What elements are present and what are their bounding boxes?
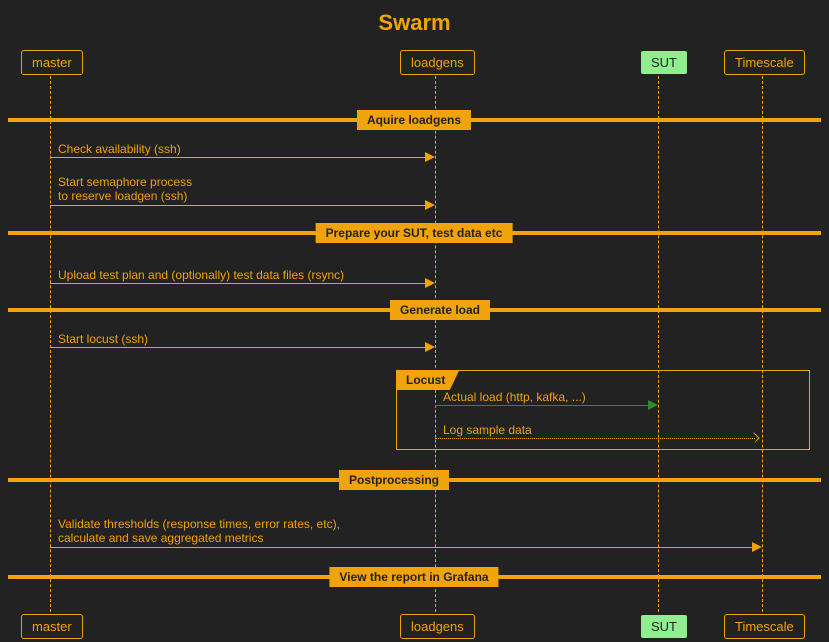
divider-text: Postprocessing: [349, 473, 439, 487]
divider-text: Generate load: [400, 303, 480, 317]
lifeline-sut: [658, 76, 659, 612]
msg-upload-test-plan-label: Upload test plan and (optionally) test d…: [58, 268, 344, 282]
participant-label: SUT: [651, 619, 677, 634]
divider-postprocessing: Postprocessing: [339, 470, 449, 490]
msg-text: Start semaphore process to reserve loadg…: [58, 175, 192, 203]
divider-text: View the report in Grafana: [339, 570, 488, 584]
lifeline-timescale: [762, 76, 763, 612]
msg-log-sample-line: [435, 438, 755, 439]
arrowhead-icon: [425, 342, 435, 352]
msg-log-sample-label: Log sample data: [443, 423, 532, 437]
divider-prepare-sut: Prepare your SUT, test data etc: [316, 223, 513, 243]
arrowhead-icon: [648, 400, 658, 410]
participant-loadgens-bottom: loadgens: [400, 614, 475, 639]
participant-loadgens-top: loadgens: [400, 50, 475, 75]
arrowhead-icon: [425, 200, 435, 210]
lifeline-loadgens: [435, 76, 436, 612]
participant-sut-bottom: SUT: [640, 614, 688, 639]
participant-timescale-bottom: Timescale: [724, 614, 805, 639]
msg-check-availability-line: [50, 157, 427, 158]
msg-start-locust-line: [50, 347, 427, 348]
group-locust-tab: Locust: [396, 370, 459, 390]
participant-label: Timescale: [735, 619, 794, 634]
divider-text: Aquire loadgens: [367, 113, 461, 127]
msg-text: Check availability (ssh): [58, 142, 181, 156]
msg-text: Upload test plan and (optionally) test d…: [58, 268, 344, 282]
msg-check-availability-label: Check availability (ssh): [58, 142, 181, 156]
divider-text: Prepare your SUT, test data etc: [326, 226, 503, 240]
msg-validate-thresholds-label: Validate thresholds (response times, err…: [58, 517, 340, 545]
msg-upload-test-plan-line: [50, 283, 427, 284]
msg-text: Actual load (http, kafka, ...): [443, 390, 586, 404]
arrowhead-icon: [425, 278, 435, 288]
participant-sut-top: SUT: [640, 50, 688, 75]
arrowhead-icon: [752, 542, 762, 552]
diagram-title: Swarm: [0, 10, 829, 36]
group-label: Locust: [406, 373, 445, 387]
participant-label: Timescale: [735, 55, 794, 70]
participant-master-top: master: [21, 50, 83, 75]
msg-text: Validate thresholds (response times, err…: [58, 517, 340, 545]
participant-label: loadgens: [411, 619, 464, 634]
participant-label: loadgens: [411, 55, 464, 70]
msg-validate-thresholds-line: [50, 547, 754, 548]
divider-aquire-loadgens: Aquire loadgens: [357, 110, 471, 130]
msg-actual-load-label: Actual load (http, kafka, ...): [443, 390, 586, 404]
msg-text: Start locust (ssh): [58, 332, 148, 346]
msg-start-semaphore-line: [50, 205, 427, 206]
participant-label: SUT: [651, 55, 677, 70]
diagram-title-text: Swarm: [378, 10, 450, 35]
participant-timescale-top: Timescale: [724, 50, 805, 75]
arrowhead-icon: [425, 152, 435, 162]
msg-actual-load-line: [435, 405, 650, 406]
msg-start-semaphore-label: Start semaphore process to reserve loadg…: [58, 175, 192, 203]
divider-view-report: View the report in Grafana: [329, 567, 498, 587]
msg-text: Log sample data: [443, 423, 532, 437]
participant-label: master: [32, 619, 72, 634]
divider-generate-load: Generate load: [390, 300, 490, 320]
participant-label: master: [32, 55, 72, 70]
msg-start-locust-label: Start locust (ssh): [58, 332, 148, 346]
participant-master-bottom: master: [21, 614, 83, 639]
